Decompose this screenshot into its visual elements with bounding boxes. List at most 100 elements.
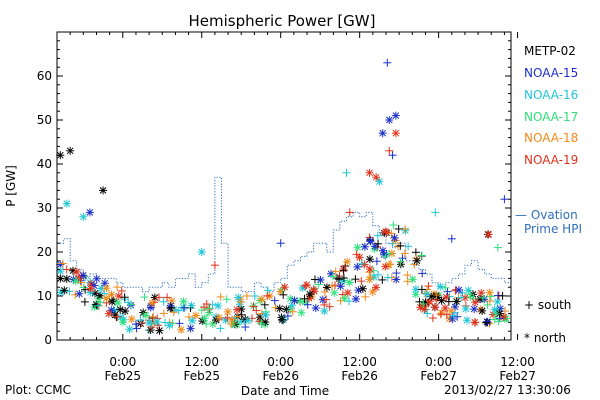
north-point [477,288,486,297]
south-point [202,300,211,309]
south-point [149,312,158,321]
south-point [400,249,409,258]
north-point [102,294,111,303]
south-point [372,257,381,266]
asterisk-marker-icon: * [524,331,530,345]
south-point [441,283,450,292]
north-point [320,307,329,316]
south-point [388,151,397,160]
legend-south-label: south [537,298,572,312]
north-point [305,290,314,299]
north-point [365,264,374,273]
south-point [322,295,331,304]
north-point [179,297,188,306]
north-point [223,307,232,316]
north-point [471,298,480,307]
south-point [65,287,74,296]
north-point [322,283,331,292]
south-point [396,257,405,266]
south-point [202,319,211,328]
north-point [125,325,134,334]
x-tick-time: 0:00 [109,355,136,369]
north-point [280,283,289,292]
legend-noaa-17: NOAA-17 [524,110,579,124]
y-tick-label: 0 [44,333,52,347]
y-tick-label: 20 [37,245,52,259]
south-point [270,296,279,305]
legend-noaa-18: NOAA-18 [524,131,579,145]
ovation-legend-line1: — Ovation [515,208,578,222]
north-point [186,324,195,333]
north-point [227,315,236,324]
north-point [85,208,94,217]
north-point [360,242,369,251]
north-point [484,230,493,239]
north-point [365,168,374,177]
south-point [328,272,337,281]
south-point [479,293,488,302]
south-point [392,269,401,278]
south-point [443,287,452,296]
south-point [494,317,503,326]
south-point [374,270,383,279]
north-point [330,288,339,297]
south-point [417,251,426,260]
south-point [241,323,250,332]
ovation-layer [57,176,512,293]
north-point [71,277,80,286]
south-point [174,306,183,315]
north-point [148,299,157,308]
north-point [79,212,88,221]
south-point [227,320,236,329]
south-point [310,275,319,284]
data-points [56,58,511,335]
south-point [257,319,266,328]
south-point [331,267,340,276]
north-point [391,129,400,138]
south-point [424,282,433,291]
south-point [79,283,88,292]
north-point [375,177,384,186]
north-point [390,233,399,242]
south-point [159,309,168,318]
chart-title: Hemispheric Power [GW] [189,12,376,30]
south-point [373,231,382,240]
north-point [79,271,88,280]
north-point [113,298,122,307]
north-point [108,297,117,306]
x-tick-date: Feb25 [105,369,142,383]
north-point [478,306,487,315]
north-point [86,284,95,293]
north-point [408,275,417,284]
y-tick-label: 40 [37,157,52,171]
south-point [396,241,405,250]
south-point [94,301,103,310]
north-point [92,274,101,283]
north-point [72,267,81,276]
legend-noaa-15: NOAA-15 [524,66,579,80]
north-point [118,318,127,327]
north-point [353,262,362,271]
north-point [340,294,349,303]
south-point [428,314,437,323]
north-point [275,304,284,313]
south-point [237,298,246,307]
north-point [499,313,508,322]
north-point [431,303,440,312]
north-point [56,151,65,160]
south-point [485,297,494,306]
north-point [153,317,162,326]
south-point [113,312,122,321]
north-point [365,255,374,264]
x-tick-time: 0:00 [425,355,452,369]
south-point [387,229,396,238]
south-point [325,302,334,311]
north-point [385,116,394,124]
south-point [120,293,129,302]
north-point [351,294,360,303]
x-tick-time: 12:00 [342,355,377,369]
x-tick-date: Feb27 [499,369,536,383]
y-tick-label: 10 [37,289,52,303]
north-point [302,280,311,289]
